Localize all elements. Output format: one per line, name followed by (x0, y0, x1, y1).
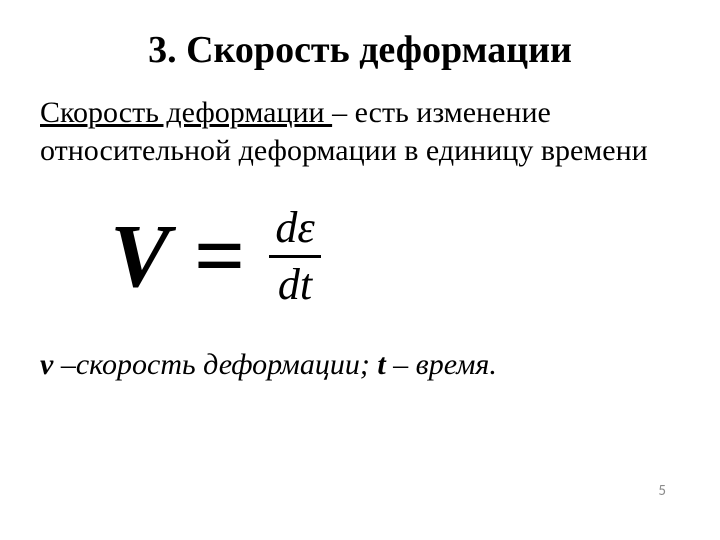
page-number: 5 (658, 482, 666, 500)
slide-title: 3. Скорость деформации (40, 28, 680, 72)
legend: v –скорость деформации; t – время. (40, 348, 680, 382)
definition-line-2: относительной деформации в единицу време… (40, 134, 648, 167)
formula-denominator: dt (272, 260, 318, 308)
definition-rest-1: – есть изменение (332, 96, 551, 129)
formula-lhs: V (110, 212, 170, 302)
formula-numerator: dε (269, 205, 320, 253)
legend-t-symbol: t (377, 348, 385, 381)
legend-v-text: –скорость деформации; (53, 348, 377, 381)
slide: 3. Скорость деформации Скорость деформац… (0, 0, 720, 540)
fraction-bar (269, 255, 320, 258)
formula-equals: = (194, 212, 245, 302)
legend-t-text: – время. (386, 348, 497, 381)
legend-v-symbol: v (40, 348, 53, 381)
definition-term: Скорость деформации (40, 96, 332, 129)
formula: V = dε dt (110, 205, 680, 308)
formula-fraction: dε dt (269, 205, 320, 308)
definition-text: Скорость деформации – есть изменение отн… (40, 94, 680, 169)
